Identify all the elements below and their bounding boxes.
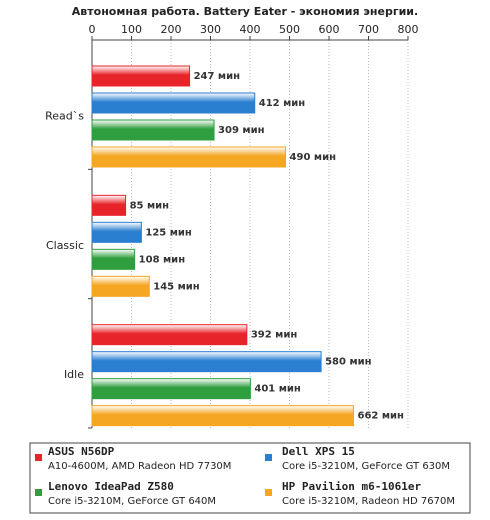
legend-subtitle: Core i5-3210M, Radeon HD 7670M <box>282 496 455 507</box>
y-tick-label: Read`s <box>45 110 84 123</box>
x-tick-label: 300 <box>200 23 221 36</box>
legend-box <box>29 442 471 514</box>
value-label: 247 мин <box>194 71 241 82</box>
legend-marker <box>35 489 42 496</box>
legend-label: Dell XPS 15 <box>282 445 355 458</box>
legend-label: HP Pavilion m6-1061er <box>282 480 421 493</box>
x-tick-label: 400 <box>240 23 261 36</box>
value-label: 490 мин <box>290 152 337 163</box>
bar <box>91 351 322 373</box>
value-label: 309 мин <box>218 125 265 136</box>
value-label: 108 мин <box>139 254 186 265</box>
legend-marker <box>35 454 42 461</box>
y-tick-label: Classic <box>46 239 84 252</box>
bar <box>91 65 191 87</box>
value-label: 662 мин <box>357 411 404 422</box>
legend-marker <box>265 454 272 461</box>
value-label: 145 мин <box>153 281 200 292</box>
bar <box>91 405 354 427</box>
value-label: 401 мин <box>254 384 301 395</box>
value-label: 125 мин <box>145 227 192 238</box>
legend-subtitle: Core i5-3210M, GeForce GT 640M <box>48 496 216 507</box>
legend-marker <box>265 489 272 496</box>
x-tick-label: 200 <box>161 23 182 36</box>
legend-label: Lenovo IdeaPad Z580 <box>48 480 174 493</box>
x-tick-label: 600 <box>319 23 340 36</box>
bar <box>91 119 215 141</box>
bar <box>91 275 150 297</box>
bar <box>91 92 256 114</box>
value-label: 412 мин <box>259 98 306 109</box>
x-tick-label: 800 <box>398 23 419 36</box>
bar <box>91 248 136 270</box>
bar <box>91 378 251 400</box>
bar <box>91 221 142 243</box>
value-label: 85 мин <box>130 200 170 211</box>
y-tick-label: Idle <box>64 368 84 381</box>
value-label: 392 мин <box>251 330 298 341</box>
x-tick-label: 0 <box>89 23 96 36</box>
chart-title: Автономная работа. Battery Eater - эконо… <box>72 5 418 18</box>
legend-subtitle: A10-4600M, AMD Radeon HD 7730M <box>48 461 231 472</box>
legend-subtitle: Core i5-3210M, GeForce GT 630M <box>282 461 450 472</box>
bar <box>91 194 127 216</box>
value-label: 580 мин <box>325 357 372 368</box>
x-tick-label: 500 <box>279 23 300 36</box>
x-tick-label: 700 <box>358 23 379 36</box>
x-tick-label: 100 <box>121 23 142 36</box>
bar <box>91 324 248 346</box>
bar <box>91 146 287 168</box>
legend-label: ASUS N56DP <box>48 445 115 458</box>
